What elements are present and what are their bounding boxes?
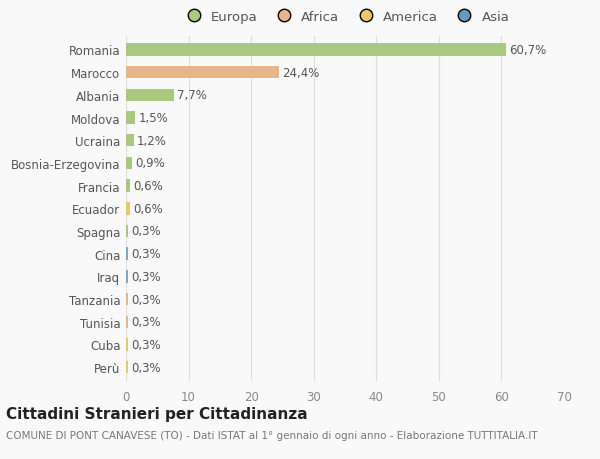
Text: 1,5%: 1,5% [139,112,168,125]
Bar [126,134,134,147]
Bar [126,67,278,79]
Text: 0,6%: 0,6% [133,180,163,193]
Text: 24,4%: 24,4% [282,67,319,79]
Bar [126,270,128,283]
Bar [126,180,130,192]
Text: 0,3%: 0,3% [131,361,161,374]
Legend: Europa, Africa, America, Asia: Europa, Africa, America, Asia [178,8,512,27]
Text: 0,9%: 0,9% [135,157,164,170]
Bar [126,112,136,124]
Text: COMUNE DI PONT CANAVESE (TO) - Dati ISTAT al 1° gennaio di ogni anno - Elaborazi: COMUNE DI PONT CANAVESE (TO) - Dati ISTA… [6,431,538,441]
Text: 0,3%: 0,3% [131,225,161,238]
Bar [126,44,506,56]
Text: 0,3%: 0,3% [131,248,161,261]
Text: 0,3%: 0,3% [131,293,161,306]
Text: 0,3%: 0,3% [131,316,161,329]
Bar [126,316,128,328]
Text: Cittadini Stranieri per Cittadinanza: Cittadini Stranieri per Cittadinanza [6,406,308,421]
Bar [126,202,130,215]
Text: 0,3%: 0,3% [131,338,161,351]
Bar [126,361,128,374]
Text: 7,7%: 7,7% [178,89,207,102]
Text: 1,2%: 1,2% [137,134,167,147]
Text: 0,3%: 0,3% [131,270,161,283]
Text: 60,7%: 60,7% [509,44,546,57]
Bar [126,248,128,260]
Bar [126,338,128,351]
Bar [126,293,128,306]
Bar [126,157,131,170]
Bar [126,225,128,238]
Bar [126,90,174,102]
Text: 0,6%: 0,6% [133,202,163,215]
